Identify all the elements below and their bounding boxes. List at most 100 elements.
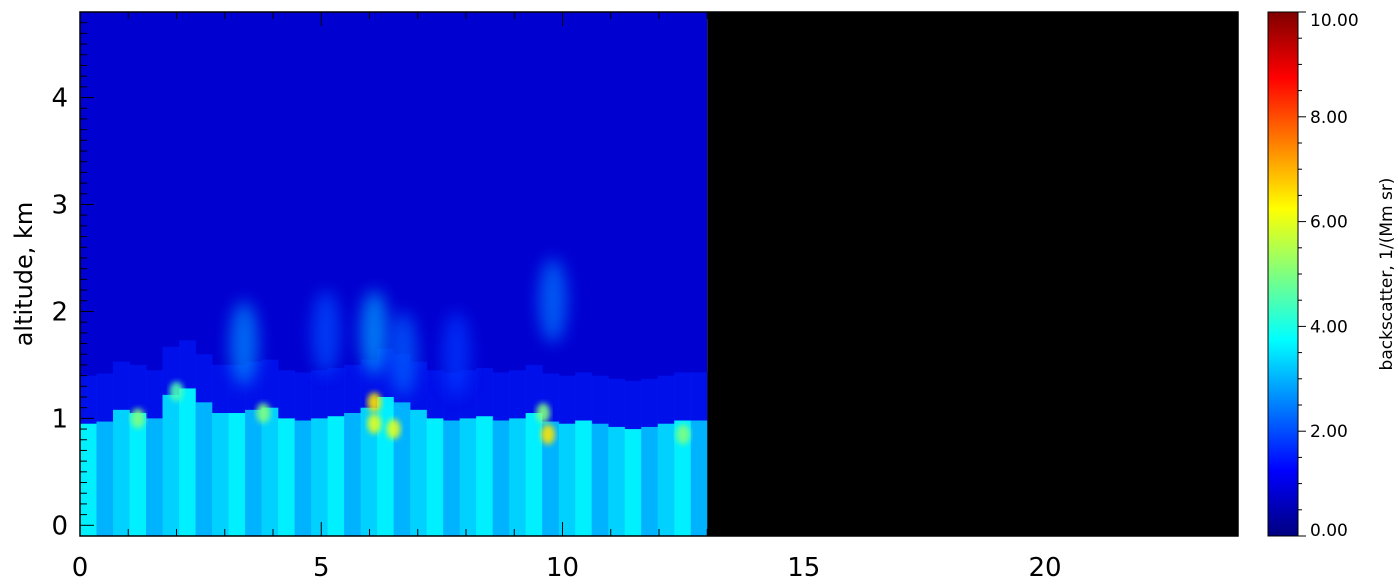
transition-cell — [492, 372, 510, 421]
transition-cell — [591, 375, 609, 424]
boundary-layer-cell — [113, 409, 131, 536]
boundary-layer-cell — [228, 413, 246, 536]
backscatter-hotspot — [536, 403, 551, 424]
transition-cell — [96, 373, 114, 422]
aerosol-plume — [360, 290, 389, 375]
backscatter-hotspot — [367, 413, 382, 434]
y-tick-label: 0 — [51, 511, 68, 541]
transition-cell — [575, 372, 593, 421]
transition-cell — [657, 375, 675, 424]
boundary-layer-cell — [278, 418, 296, 536]
transition-cell — [327, 368, 345, 417]
transition-cell — [344, 364, 362, 414]
boundary-layer-cell — [443, 420, 461, 536]
boundary-layer-cell — [179, 388, 197, 536]
transition-cell — [212, 364, 230, 414]
transition-cell — [509, 370, 527, 419]
boundary-layer-cell — [542, 421, 560, 536]
transition-cell — [278, 370, 296, 419]
aerosol-plume — [389, 312, 418, 397]
backscatter-hotspot — [130, 408, 145, 429]
aerosol-plume — [538, 258, 567, 343]
boundary-layer-cell — [245, 409, 263, 536]
transition-cell — [674, 372, 692, 421]
boundary-layer-cell — [558, 423, 576, 536]
y-tick-label: 3 — [51, 190, 68, 220]
x-tick-label: 0 — [72, 553, 89, 582]
boundary-layer-cell — [96, 421, 114, 536]
boundary-layer-cell — [80, 423, 98, 536]
boundary-layer-cell — [608, 426, 626, 536]
transition-cell — [426, 370, 444, 419]
transition-cell — [558, 375, 576, 424]
backscatter-hotspot — [367, 392, 382, 413]
boundary-layer-cell — [492, 420, 510, 536]
y-tick-label: 4 — [51, 84, 68, 114]
transition-cell — [294, 372, 312, 421]
transition-cell — [690, 372, 708, 421]
boundary-layer-cell — [426, 418, 444, 536]
transition-cell — [608, 378, 626, 427]
colorbar-label: backscatter, 1/(Mm sr) — [1377, 178, 1397, 371]
colorbar-tick-label: 10.00 — [1310, 11, 1359, 31]
colorbar-tick-label: 2.00 — [1310, 422, 1348, 442]
transition-cell — [525, 364, 543, 414]
backscatter-hotspot — [169, 381, 184, 402]
boundary-layer-cell — [327, 416, 345, 536]
x-axis: 0 5 10 15 20 — [72, 12, 1239, 583]
aerosol-plume — [230, 301, 259, 386]
transition-cell — [113, 361, 131, 410]
boundary-layer-cell — [641, 426, 659, 536]
boundary-layer-cell — [690, 420, 708, 536]
boundary-layer-cell — [129, 413, 147, 536]
boundary-layer-cell — [476, 416, 494, 536]
boundary-layer-cell — [162, 394, 180, 536]
boundary-layer-cell — [525, 413, 543, 536]
backscatter-hotspot — [256, 403, 271, 424]
x-tick-label: 20 — [1028, 553, 1061, 582]
boundary-layer-cell — [294, 420, 312, 536]
boundary-layer-cell — [410, 409, 428, 536]
transition-cell — [129, 364, 147, 414]
transition-cell — [179, 340, 197, 389]
transition-cell — [476, 368, 494, 417]
y-tick-label: 1 — [51, 404, 68, 434]
no-data-area — [707, 12, 1238, 536]
boundary-layer-cell — [311, 418, 329, 536]
y-axis: 0 1 2 3 4 — [51, 11, 1238, 541]
transition-cell — [624, 380, 642, 430]
colorbar-ticks: 0.00 2.00 4.00 6.00 8.00 10.00 — [1298, 11, 1359, 541]
transition-cell — [146, 370, 164, 419]
backscatter-hotspot — [541, 424, 556, 445]
transition-cell — [641, 378, 659, 427]
aerosol-plume — [312, 290, 341, 375]
boundary-layer-cell — [360, 407, 378, 536]
heatmap-layer — [80, 12, 708, 536]
boundary-layer-cell — [212, 413, 230, 536]
colorbar-tick-label: 8.00 — [1310, 108, 1348, 128]
boundary-layer-cell — [344, 413, 362, 536]
x-tick-label: 5 — [313, 553, 330, 582]
boundary-layer-cell — [657, 423, 675, 536]
boundary-layer-cell — [459, 418, 477, 536]
boundary-layer-cell — [261, 407, 279, 536]
transition-cell — [261, 359, 279, 408]
boundary-layer-cell — [674, 420, 692, 536]
x-tick-label: 10 — [546, 553, 579, 582]
y-tick-label: 2 — [51, 297, 68, 327]
boundary-layer-cell — [591, 423, 609, 536]
colorbar-tick-label: 6.00 — [1310, 213, 1348, 233]
boundary-layer-cell — [575, 420, 593, 536]
colorbar-tick-label: 4.00 — [1310, 317, 1348, 337]
aerosol-plume — [442, 312, 471, 397]
backscatter-hotspot — [676, 424, 691, 445]
transition-cell — [195, 354, 213, 403]
boundary-layer-cell — [195, 402, 213, 536]
backscatter-hotspot — [386, 419, 401, 440]
y-axis-label: altitude, km — [10, 202, 38, 347]
transition-cell — [80, 375, 98, 424]
boundary-layer-cell — [509, 418, 527, 536]
no-data-region — [707, 12, 1238, 536]
